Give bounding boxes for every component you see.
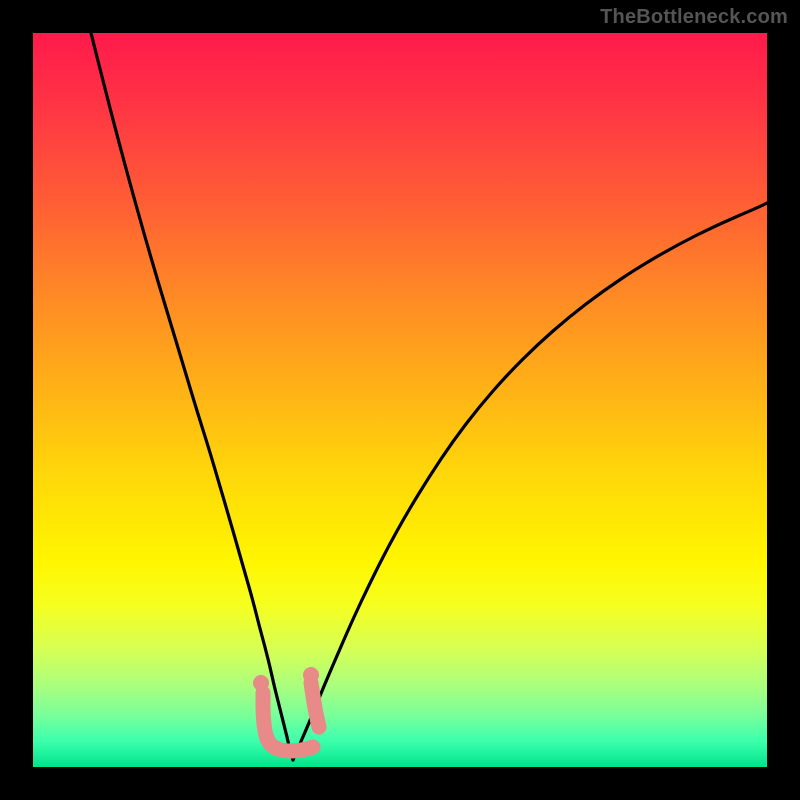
curve-layer <box>33 33 767 767</box>
plot-area <box>33 33 767 767</box>
bottom-mark-dot-0 <box>253 675 269 691</box>
curve-right-branch <box>293 203 767 760</box>
bottom-mark-dot-1 <box>303 667 319 683</box>
curve-left-branch <box>91 33 293 760</box>
watermark-text: TheBottleneck.com <box>600 6 788 29</box>
bottom-mark-segment-1 <box>311 683 319 727</box>
